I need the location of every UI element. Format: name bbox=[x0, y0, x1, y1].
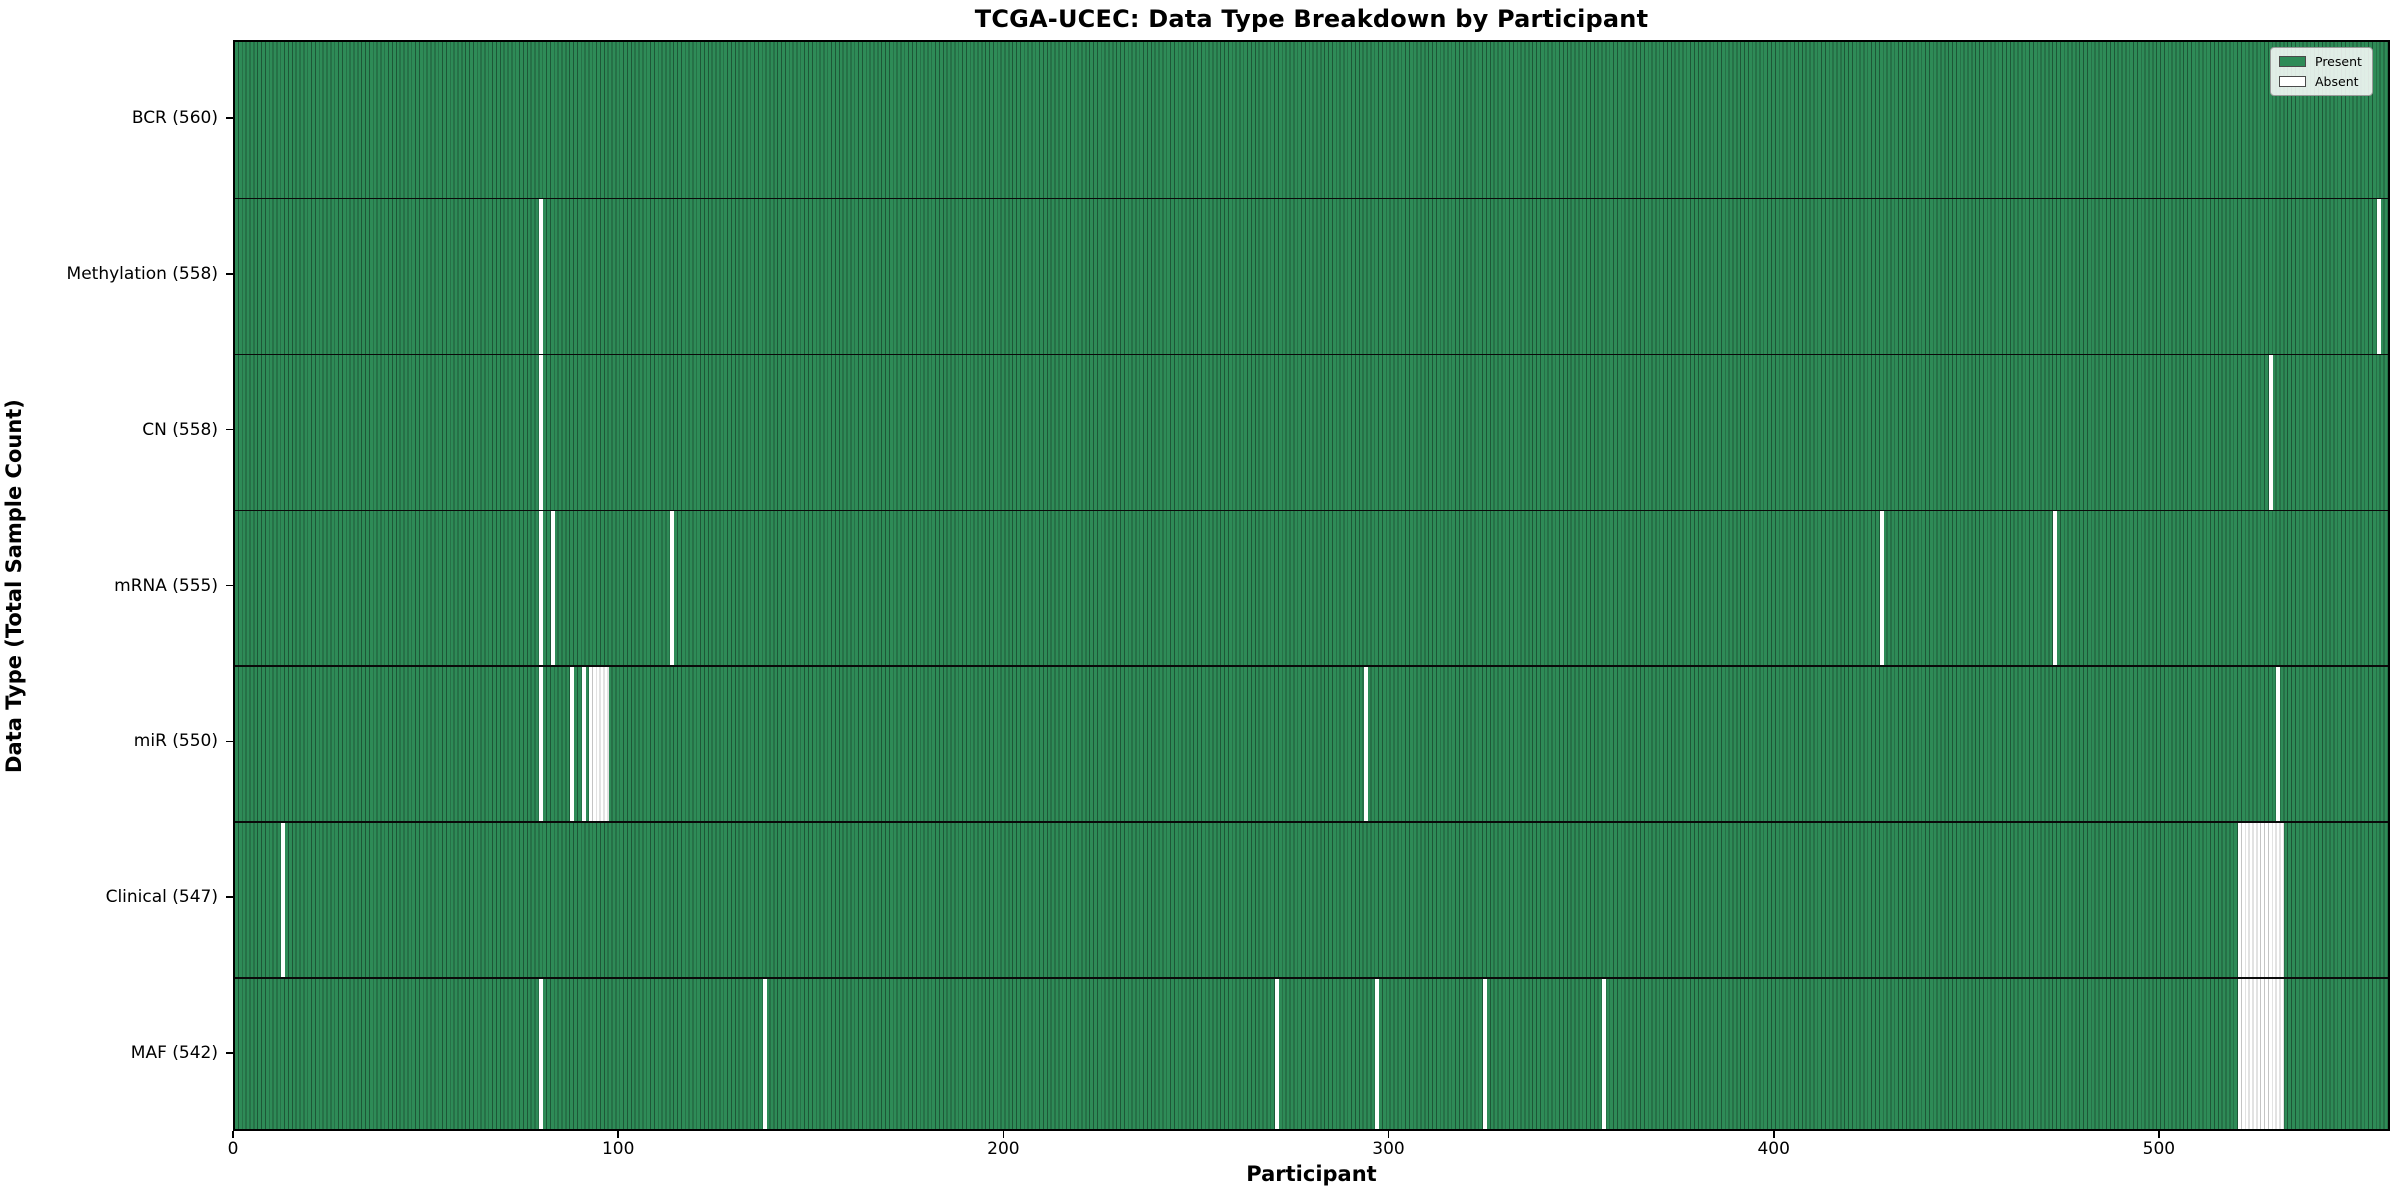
row-separator bbox=[235, 977, 2388, 979]
absent-stripe bbox=[670, 509, 675, 666]
absent-stripe bbox=[2237, 977, 2285, 1129]
x-tick-mark bbox=[1772, 1131, 1775, 1138]
x-axis-label: Participant bbox=[1246, 1162, 1377, 1186]
data-row-clinical bbox=[235, 821, 2388, 978]
row-separator bbox=[235, 821, 2388, 823]
x-tick-label: 100 bbox=[601, 1139, 635, 1159]
y-tick-mark bbox=[226, 896, 233, 898]
absent-stripe bbox=[539, 509, 544, 666]
y-tick-label: CN (558) bbox=[142, 419, 218, 440]
absent-stripe bbox=[581, 665, 586, 822]
absent-stripe bbox=[539, 977, 544, 1129]
x-tick-label: 0 bbox=[227, 1139, 239, 1159]
absent-stripe bbox=[1363, 665, 1368, 822]
chart-title: TCGA-UCEC: Data Type Breakdown by Partic… bbox=[974, 5, 1649, 33]
absent-stripe bbox=[539, 197, 544, 354]
y-tick-label: miR (550) bbox=[133, 731, 218, 752]
y-tick-mark bbox=[226, 272, 233, 275]
absent-stripe bbox=[2376, 197, 2381, 354]
y-tick-label: mRNA (555) bbox=[114, 575, 218, 596]
x-tick-label: 400 bbox=[1757, 1139, 1790, 1159]
legend-entry-present: Present bbox=[2279, 55, 2362, 68]
absent-stripe bbox=[1879, 509, 1884, 666]
y-tick-mark bbox=[226, 740, 233, 743]
absent-stripe bbox=[1375, 977, 1380, 1129]
data-row-mrna bbox=[235, 509, 2388, 666]
y-tick-label: Clinical (547) bbox=[105, 887, 218, 908]
x-tick-mark bbox=[232, 1131, 234, 1138]
absent-stripe bbox=[1274, 977, 1279, 1129]
y-tick-mark bbox=[226, 428, 233, 431]
x-tick-mark bbox=[617, 1131, 619, 1138]
y-tick-label: MAF (542) bbox=[130, 1043, 218, 1064]
x-tick-label: 200 bbox=[987, 1139, 1020, 1159]
plot-area bbox=[233, 40, 2390, 1131]
y-tick-mark bbox=[226, 1052, 233, 1054]
row-separator bbox=[235, 197, 2388, 200]
legend-entry-absent: Absent bbox=[2279, 75, 2362, 88]
absent-stripe bbox=[539, 353, 544, 510]
y-tick-mark bbox=[226, 117, 233, 119]
legend: Present Absent bbox=[2270, 47, 2373, 96]
absent-stripe bbox=[539, 665, 544, 822]
absent-stripe bbox=[1602, 977, 1607, 1129]
data-row-bcr bbox=[235, 42, 2388, 198]
x-tick-mark bbox=[2158, 1131, 2160, 1138]
absent-stripe bbox=[570, 665, 575, 822]
absent-stripe bbox=[2237, 821, 2285, 978]
x-tick-mark bbox=[1387, 1131, 1390, 1138]
absent-stripe bbox=[2276, 665, 2281, 822]
absent-stripe bbox=[1482, 977, 1487, 1129]
data-row-methylation bbox=[235, 197, 2388, 354]
legend-label-present: Present bbox=[2315, 54, 2362, 69]
legend-swatch-present bbox=[2279, 56, 2306, 67]
legend-swatch-absent bbox=[2279, 76, 2306, 87]
absent-stripe bbox=[550, 509, 555, 666]
y-tick-label: BCR (560) bbox=[131, 107, 218, 128]
row-separator bbox=[235, 665, 2388, 667]
row-separator bbox=[235, 353, 2388, 356]
absent-stripe bbox=[2053, 509, 2058, 666]
data-row-mir bbox=[235, 665, 2388, 822]
x-tick-mark bbox=[1002, 1131, 1005, 1138]
absent-stripe bbox=[281, 821, 286, 978]
legend-label-absent: Absent bbox=[2315, 74, 2359, 89]
y-tick-label: Methylation (558) bbox=[66, 263, 218, 284]
data-row-cn bbox=[235, 353, 2388, 510]
absent-stripe bbox=[589, 665, 609, 822]
y-tick-mark bbox=[226, 584, 233, 587]
absent-stripe bbox=[2268, 353, 2273, 510]
x-tick-label: 500 bbox=[2142, 1139, 2176, 1159]
data-row-maf bbox=[235, 977, 2388, 1129]
row-separator bbox=[235, 509, 2388, 512]
x-tick-label: 300 bbox=[1372, 1139, 1405, 1159]
absent-stripe bbox=[762, 977, 767, 1129]
